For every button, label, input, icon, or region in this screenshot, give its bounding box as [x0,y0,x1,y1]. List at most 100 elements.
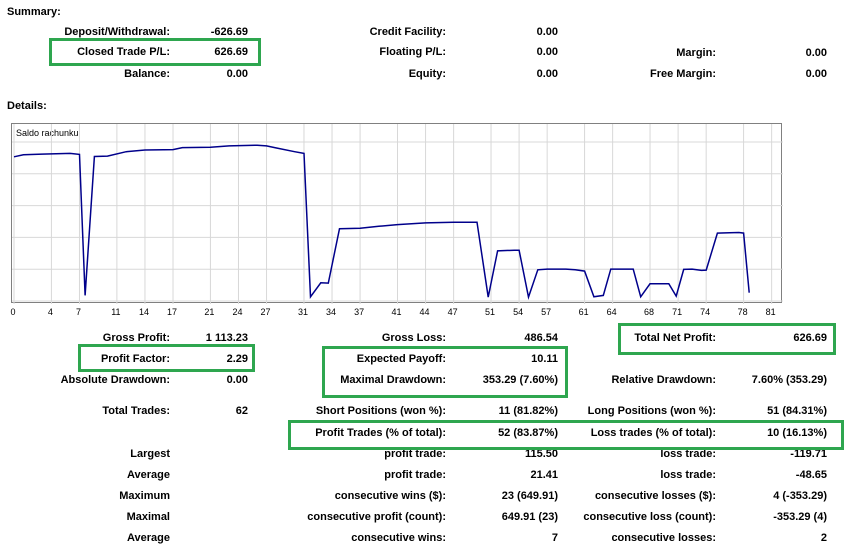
chart-x-tick-label: 27 [261,307,271,317]
rel-drawdown-value: 7.60% (353.29) [751,374,827,386]
equity-value: 0.00 [536,68,558,80]
largest-profit-label: profit trade: [384,448,446,460]
balance-value: 0.00 [226,68,248,80]
long-positions-value: 51 (84.31%) [767,405,827,417]
floating-label: Floating P/L: [379,46,446,58]
closed-trade-highlight [49,38,261,66]
average-profit-label: profit trade: [384,469,446,481]
largest-loss-label: loss trade: [660,448,716,460]
largest-loss-value: -119.71 [790,448,827,460]
average-loss-value: -48.65 [795,469,827,481]
profit-loss-trades-highlight [288,420,844,450]
avg-consecutive-losses-value: 2 [820,532,827,544]
profit-factor-value: 2.29 [226,353,248,365]
profit-trades-value: 52 (83.87%) [498,427,558,439]
maximal-label: Maximal [126,511,170,523]
floating-value: 0.00 [536,46,558,58]
chart-x-tick-label: 31 [298,307,308,317]
chart-x-tick-label: 51 [485,307,495,317]
loss-trades-label: Loss trades (% of total): [590,427,716,439]
summary-heading: Summary: [7,6,61,18]
chart-x-tick-label: 81 [766,307,776,317]
total-net-value: 626.69 [793,332,827,344]
deposit-value: -626.69 [210,26,248,38]
largest-label: Largest [130,448,170,460]
max-drawdown-value: 353.29 (7.60%) [482,374,558,386]
abs-drawdown-value: 0.00 [226,374,248,386]
balance-chart-svg: Saldo rachunku [12,124,783,304]
average-label: Average [126,469,170,481]
credit-value: 0.00 [536,26,558,38]
chart-x-tick-label: 0 [10,307,15,317]
chart-x-tick-label: 11 [111,307,120,317]
average-loss-label: loss trade: [660,469,716,481]
payoff-drawdown-highlight [322,346,568,398]
profit-trades-label: Profit Trades (% of total): [315,427,446,439]
abs-drawdown-label: Absolute Drawdown: [60,374,170,386]
margin-label: Margin: [676,47,716,59]
deposit-label: Deposit/Withdrawal: [64,26,170,38]
chart-x-tick-label: 57 [541,307,551,317]
max-drawdown-label: Maximal Drawdown: [340,374,446,386]
short-positions-label: Short Positions (won %): [315,405,446,417]
chart-x-tick-label: 68 [644,307,654,317]
chart-x-tick-label: 4 [48,307,53,317]
total-trades-value: 62 [235,405,248,417]
gross-loss-value: 486.54 [524,332,558,344]
profit-factor-label: Profit Factor: [100,353,170,365]
chart-axes: 4423349425641635706-22304711141721242731… [10,307,776,317]
short-positions-value: 11 (81.82%) [498,405,558,417]
chart-series-line [13,144,750,300]
chart-x-tick-label: 34 [326,307,336,317]
total-trades-label: Total Trades: [102,405,170,417]
free-margin-value: 0.00 [805,68,827,80]
chart-x-tick-label: 21 [204,307,214,317]
balance-label: Balance: [124,68,170,80]
avg-consecutive-losses-label: consecutive losses: [611,532,716,544]
avg-consecutive-wins-label: consecutive wins: [351,532,446,544]
long-positions-label: Long Positions (won %): [587,405,716,417]
max-consecutive-wins-label: consecutive wins ($): [334,490,446,502]
margin-value: 0.00 [805,47,827,59]
avg-consecutive-wins-value: 7 [551,532,558,544]
chart-x-tick-label: 54 [513,307,523,317]
max-consecutive-wins-value: 23 (649.91) [501,490,558,502]
average2-label: Average [126,532,170,544]
maximum-label: Maximum [119,490,170,502]
chart-x-tick-label: 71 [672,307,682,317]
total-net-label: Total Net Profit: [634,332,716,344]
chart-x-tick-label: 7 [76,307,81,317]
gross-profit-label: Gross Profit: [102,332,170,344]
chart-x-tick-label: 37 [354,307,364,317]
max-consecutive-losses-label: consecutive losses ($): [594,490,716,502]
chart-title: Saldo rachunku [16,128,79,138]
max-consecutive-losses-value: 4 (-353.29) [773,490,827,502]
chart-x-tick-label: 44 [420,307,430,317]
loss-trades-value: 10 (16.13%) [767,427,827,439]
chart-x-tick-label: 74 [700,307,710,317]
rel-drawdown-label: Relative Drawdown: [611,374,716,386]
gross-loss-label: Gross Loss: [381,332,446,344]
closed-trade-label: Closed Trade P/L: [77,46,170,58]
details-heading: Details: [7,100,47,112]
chart-x-tick-label: 14 [139,307,149,317]
chart-x-tick-label: 41 [391,307,401,317]
credit-label: Credit Facility: [369,26,446,38]
maximal-profit-value: 649.91 (23) [501,511,558,523]
free-margin-label: Free Margin: [649,68,716,80]
chart-x-tick-label: 47 [448,307,458,317]
total-net-highlight [618,323,836,355]
chart-x-tick-label: 17 [167,307,177,317]
expected-payoff-label: Expected Payoff: [356,353,446,365]
profit-factor-highlight [78,344,255,372]
gross-profit-value: 1 113.23 [205,332,248,344]
chart-x-tick-label: 61 [579,307,589,317]
balance-chart: Saldo rachunku [11,123,783,304]
equity-label: Equity: [408,68,446,80]
chart-x-tick-label: 78 [738,307,748,317]
chart-x-tick-label: 64 [607,307,617,317]
expected-payoff-value: 10.11 [531,353,558,365]
maximal-profit-label: consecutive profit (count): [307,511,446,523]
maximal-loss-value: -353.29 (4) [773,511,827,523]
chart-x-tick-label: 24 [232,307,242,317]
